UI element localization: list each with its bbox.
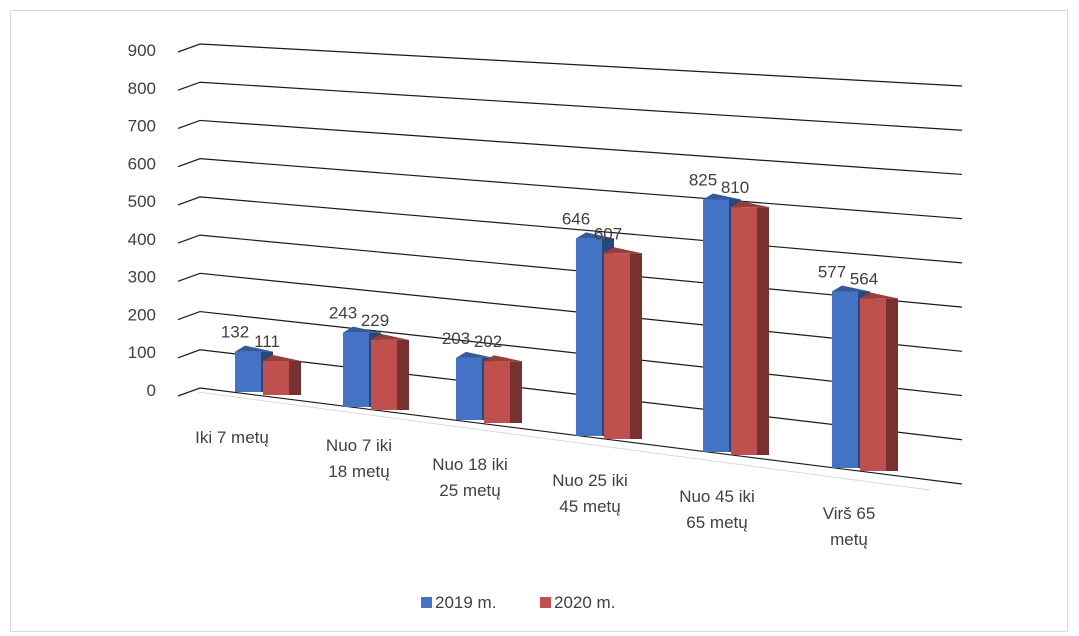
bar-front [703,199,729,452]
y-tick-label: 500 [128,192,156,211]
y-tick-label: 100 [128,343,156,362]
legend-swatch [421,597,432,608]
y-tick-label: 300 [128,268,156,287]
bar-front [456,357,482,420]
category-label: Nuo 25 iki 45 metų [552,471,628,516]
bar-side [397,339,409,410]
bar-top [371,333,409,340]
bar-top [576,232,614,239]
bar-s2020-1 [371,333,409,410]
data-label: 203 [442,329,470,348]
data-label: 825 [689,171,717,190]
bar-side [510,361,522,423]
data-label: 111 [254,332,280,351]
data-label: 646 [562,209,590,228]
category-label: Nuo 7 iki 18 metų [326,436,392,481]
y-tick-label: 700 [128,117,156,136]
bar-top [860,292,898,299]
bar-s2020-3 [604,247,642,439]
bar-front [235,351,261,392]
bar-front [343,332,369,407]
y-tick-label: 400 [128,230,156,249]
data-label: 607 [594,224,622,243]
bar-side [886,298,898,471]
bar-top [604,247,642,254]
data-label: 810 [721,178,749,197]
bar-front [484,361,510,423]
gridline-900 [177,43,963,87]
bar-top [731,201,769,208]
data-label: 132 [221,323,249,342]
bar-front [604,253,630,439]
bar-s2020-5 [860,292,898,471]
gridline-800 [177,81,963,131]
legend-label: 2020 m. [554,593,615,612]
bar-front [832,291,858,468]
data-label: 202 [474,332,502,351]
bars [235,193,898,471]
category-labels: Iki 7 metų Nuo 7 iki 18 metų Nuo 18 iki 25 m… [195,428,875,549]
bar-side [630,253,642,439]
y-tick-label: 800 [128,79,156,98]
data-label: 564 [850,269,878,288]
bar-front [263,361,289,395]
y-tick-label: 0 [147,381,156,400]
y-axis-ticks: 0 100 200 300 400 500 600 700 800 900 [128,41,156,400]
bar-top [832,285,870,292]
bar-top [703,193,741,200]
bar-top [484,355,522,362]
data-label: 229 [361,311,389,330]
bar-top [263,355,301,362]
y-tick-label: 200 [128,305,156,324]
data-label: 577 [818,262,846,281]
bar-s2020-0 [263,355,301,395]
legend: 2019 m. 2020 m. [421,593,615,612]
bar-top [235,345,273,352]
y-tick-label: 900 [128,41,156,60]
data-label: 243 [329,304,357,323]
category-label: Nuo 45 iki 65 metų [679,487,755,532]
legend-swatch [540,597,551,608]
bar-front [860,298,886,471]
bar-side [289,361,301,395]
bar-front [576,238,602,436]
bar-s2020-2 [484,355,522,423]
legend-label: 2019 m. [435,593,496,612]
bar-front [731,207,757,455]
bar-side [757,207,769,455]
category-label: Nuo 18 iki 25 metų [432,455,508,500]
bar-front [371,339,397,410]
gridline-500 [177,196,963,264]
y-tick-label: 600 [128,154,156,173]
gridline-700 [177,119,963,176]
floor-edge [197,391,931,491]
bar-s2020-4 [731,201,769,455]
category-label: Virš 65 metų [823,504,876,549]
bar-top [456,351,494,358]
category-label: Iki 7 metų [195,428,269,447]
bar-top [343,326,381,333]
